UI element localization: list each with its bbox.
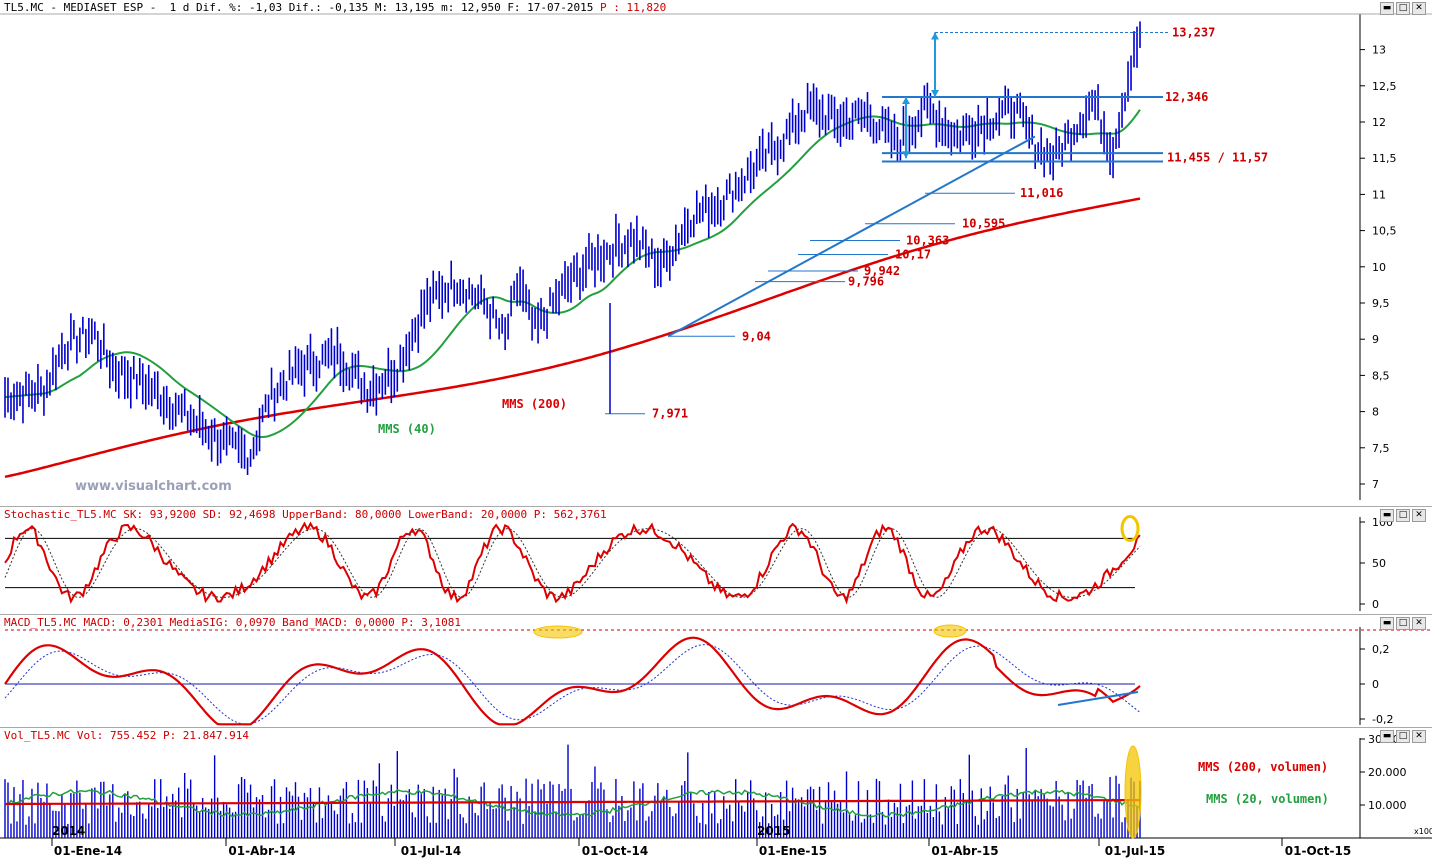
target-arrow-tail bbox=[931, 89, 939, 97]
level-label: 12,346 bbox=[1165, 90, 1208, 104]
minimize-button[interactable]: ▬ bbox=[1380, 509, 1394, 522]
target-arrow-head bbox=[931, 32, 939, 40]
uptrend-line bbox=[667, 135, 1036, 338]
vol-year-label: 2015 bbox=[757, 824, 790, 838]
price-bars bbox=[4, 21, 1141, 475]
price-y-tick-label: 7 bbox=[1372, 478, 1379, 491]
close-button[interactable]: ✕ bbox=[1412, 617, 1426, 630]
macd-chart: 0,2 0 -0,2 bbox=[4, 624, 1432, 726]
x-axis-label: 01-Jul-15 bbox=[1105, 844, 1165, 858]
vol-y-tick-label: 20.000 bbox=[1368, 766, 1407, 779]
x-axis-label: 01-Abr-15 bbox=[931, 844, 998, 858]
vol-year-label: 2014 bbox=[52, 824, 85, 838]
close-button[interactable]: ✕ bbox=[1412, 2, 1426, 15]
level-label: 10,17 bbox=[895, 247, 931, 261]
macd-highlight-2 bbox=[933, 624, 967, 638]
x-axis-label: 01-Oct-15 bbox=[1285, 844, 1351, 858]
price-y-tick-label: 10,5 bbox=[1372, 225, 1397, 238]
price-header: TL5.MC - MEDIASET ESP - 1 d Dif. %: -1,0… bbox=[4, 1, 666, 14]
x-axis-label: 01-Oct-14 bbox=[582, 844, 648, 858]
maximize-button[interactable]: □ bbox=[1396, 730, 1410, 743]
price-y-tick-label: 9,5 bbox=[1372, 297, 1390, 310]
level-label: 9,04 bbox=[742, 329, 771, 343]
x-axis-label: 01-Abr-14 bbox=[228, 844, 295, 858]
price-y-tick-label: 7,5 bbox=[1372, 442, 1390, 455]
vol-mms200-label: MMS (200, volumen) bbox=[1198, 760, 1328, 774]
minimize-button[interactable]: ▬ bbox=[1380, 2, 1394, 15]
mms40-line bbox=[4, 109, 1141, 439]
level-label: 11,016 bbox=[1020, 186, 1063, 200]
range-arrow-head bbox=[902, 96, 910, 104]
stochastic-window-buttons: ▬ □ ✕ bbox=[1380, 509, 1426, 522]
x-axis-label: 01-Ene-15 bbox=[759, 844, 827, 858]
macd-window-buttons: ▬ □ ✕ bbox=[1380, 617, 1426, 630]
price-y-tick-label: 13 bbox=[1372, 44, 1386, 57]
close-button[interactable]: ✕ bbox=[1412, 509, 1426, 522]
level-label: 11,455 / 11,57 bbox=[1167, 150, 1268, 164]
price-header-text: TL5.MC - MEDIASET ESP - 1 d Dif. %: -1,0… bbox=[4, 1, 601, 14]
stochastic-header: Stochastic_TL5.MC SK: 93,9200 SD: 92,469… bbox=[4, 508, 607, 521]
range-arrow-tail bbox=[902, 151, 910, 159]
price-y-tick-label: 9 bbox=[1372, 333, 1379, 346]
stoch-y-tick-label: 0 bbox=[1372, 598, 1379, 611]
macd-divergence-line bbox=[1057, 691, 1139, 706]
mms200-line bbox=[4, 197, 1141, 479]
minimize-button[interactable]: ▬ bbox=[1380, 617, 1394, 630]
maximize-button[interactable]: □ bbox=[1396, 617, 1410, 630]
volume-window-buttons: ▬ □ ✕ bbox=[1380, 730, 1426, 743]
window-buttons: ▬ □ ✕ bbox=[1380, 2, 1426, 15]
vol-highlight bbox=[1124, 745, 1142, 839]
price-y-tick-label: 8 bbox=[1372, 406, 1379, 419]
macd-panel: 0,2 0 -0,2 MACD_TL5.MC MACD: 0,2301 MediaS… bbox=[0, 614, 1432, 728]
maximize-button[interactable]: □ bbox=[1396, 2, 1410, 15]
volume-header: Vol_TL5.MC Vol: 755.452 P: 21.847.914 bbox=[4, 729, 250, 742]
level-label: 10,595 bbox=[962, 217, 1005, 231]
stoch-sk-line bbox=[4, 521, 1141, 605]
price-y-tick-label: 10 bbox=[1372, 261, 1386, 274]
price-y-tick-label: 11 bbox=[1372, 188, 1386, 201]
level-label: 7,971 bbox=[652, 407, 688, 421]
macd-header: MACD_TL5.MC MACD: 0,2301 MediaSIG: 0,097… bbox=[4, 616, 461, 629]
price-y-tick-label: 8,5 bbox=[1372, 369, 1390, 382]
price-y-tick-label: 12,5 bbox=[1372, 80, 1397, 93]
price-header-p: P : 11,820 bbox=[600, 1, 667, 14]
stoch-y-tick-label: 50 bbox=[1372, 557, 1386, 570]
level-label: 9,942 bbox=[864, 264, 900, 278]
x-axis-label: 01-Ene-14 bbox=[54, 844, 122, 858]
volume-bars bbox=[4, 744, 1141, 838]
x-axis-label: 01-Jul-14 bbox=[401, 844, 461, 858]
price-y-tick-label: 12 bbox=[1372, 116, 1386, 129]
macd-y-tick-label: 0,2 bbox=[1372, 643, 1390, 656]
macd-y-tick-label: 0 bbox=[1372, 678, 1379, 691]
macd-line bbox=[4, 636, 1141, 726]
mms40-label: MMS (40) bbox=[378, 422, 436, 436]
watermark: www.visualchart.com bbox=[75, 479, 232, 494]
vol-mms200-line bbox=[5, 799, 1140, 806]
level-label: 10,363 bbox=[906, 234, 949, 248]
macd-signal-line bbox=[4, 644, 1141, 725]
close-button[interactable]: ✕ bbox=[1412, 730, 1426, 743]
stoch-sd-line bbox=[4, 528, 1141, 598]
vol-scale-note: x100 bbox=[1414, 827, 1432, 836]
vol-mms20-line bbox=[4, 788, 1141, 818]
price-panel: 13 12,5 12 11,5 11 10,5 10 9,5 9 8,5 8 7,5 7 13,237 12… bbox=[0, 1, 1432, 500]
minimize-button[interactable]: ▬ bbox=[1380, 730, 1394, 743]
price-chart: 13 12,5 12 11,5 11 10,5 10 9,5 9 8,5 8 7,5 7 13,237 12… bbox=[0, 13, 1432, 500]
price-y-tick-label: 11,5 bbox=[1372, 152, 1397, 165]
maximize-button[interactable]: □ bbox=[1396, 509, 1410, 522]
level-label: 13,237 bbox=[1172, 25, 1215, 39]
macd-y-tick-label: -0,2 bbox=[1372, 713, 1393, 726]
macd-highlight-1 bbox=[533, 625, 583, 639]
vol-y-tick-label: 10.000 bbox=[1368, 799, 1407, 812]
stoch-highlight bbox=[1120, 515, 1140, 543]
level-label: 9,796 bbox=[848, 275, 884, 289]
vol-mms20-label: MMS (20, volumen) bbox=[1206, 792, 1329, 806]
stochastic-panel: 100 50 0 Stochastic_TL5.MC SK: 93,9200 SD:… bbox=[0, 506, 1432, 615]
mms200-label: MMS (200) bbox=[502, 397, 567, 411]
